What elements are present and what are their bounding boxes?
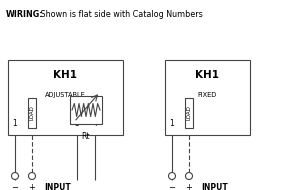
Text: 1: 1 [170,119,174,127]
Circle shape [12,173,18,180]
Text: −: − [12,183,18,190]
Text: LOAD: LOAD [187,106,192,120]
Text: Rt: Rt [82,132,90,141]
Circle shape [185,173,193,180]
Bar [8,60,123,135]
Text: +: + [29,183,35,190]
Text: LOAD: LOAD [30,106,35,120]
Text: FIXED: FIXED [198,92,217,98]
Circle shape [168,173,176,180]
Bar [28,98,36,128]
Text: −: − [168,183,176,190]
Text: 2: 2 [187,119,191,127]
Text: +: + [186,183,193,190]
Bar [165,60,250,135]
Text: 1: 1 [13,119,17,127]
Text: ADJUSTABLE: ADJUSTABLE [45,92,86,98]
Circle shape [29,173,35,180]
Text: WIRING:: WIRING: [6,10,44,18]
Text: 2: 2 [30,119,34,127]
Bar [70,96,102,124]
Text: INPUT: INPUT [44,183,71,190]
Text: Shown is flat side with Catalog Numbers: Shown is flat side with Catalog Numbers [38,10,203,18]
Text: KH1: KH1 [195,70,220,80]
Text: 3: 3 [74,119,80,127]
Bar [185,98,193,128]
Text: INPUT: INPUT [201,183,228,190]
Text: 4: 4 [93,119,97,127]
Text: KH1: KH1 [54,70,77,80]
